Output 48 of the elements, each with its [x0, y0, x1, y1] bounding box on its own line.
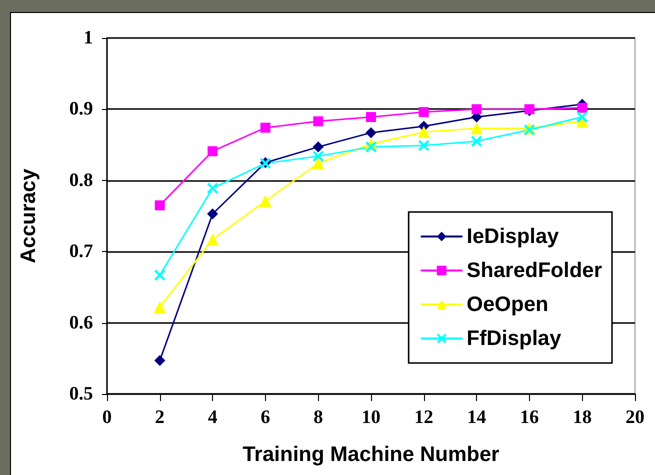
y-tick-label: 0.9	[69, 98, 93, 120]
y-tick-label: 0.7	[69, 241, 94, 262]
y-tick-label: 1	[84, 28, 93, 48]
point	[312, 150, 324, 162]
point	[207, 182, 218, 194]
x-tick-label: 0	[102, 407, 112, 428]
x-tick-label: 14	[467, 407, 487, 428]
y-tick-label: 0.6	[69, 312, 93, 334]
x-tick-label: 2	[155, 407, 165, 428]
x-tick-label: 20	[626, 407, 644, 428]
point	[312, 141, 324, 152]
point	[312, 157, 324, 170]
point	[154, 270, 166, 281]
legend-label: OeOpen	[466, 293, 548, 316]
legend-label: FfDisplay	[466, 327, 562, 350]
point	[207, 208, 218, 220]
point	[154, 301, 166, 314]
x-tick-label: 16	[520, 407, 539, 428]
legend-label: IeDisplay	[466, 225, 560, 248]
point	[366, 141, 376, 152]
point	[366, 112, 376, 122]
point	[576, 112, 588, 123]
x-tick-label: 6	[260, 407, 270, 428]
y-tick-label: 0.8	[69, 170, 93, 191]
x-tick-label: 12	[414, 407, 434, 428]
legend-label: SharedFolder	[466, 259, 602, 282]
point	[154, 355, 166, 366]
point	[260, 122, 270, 133]
point	[206, 233, 219, 246]
y-axis-title: Accuracy	[17, 168, 40, 264]
point	[366, 127, 376, 138]
point	[472, 104, 482, 114]
x-tick-label: 8	[313, 407, 323, 428]
x-tick-label: 4	[208, 407, 218, 428]
point	[418, 126, 430, 138]
point	[577, 102, 588, 113]
y-tick-label: 0.5	[69, 384, 93, 404]
point	[208, 146, 218, 156]
x-tick-label: 10	[362, 407, 380, 428]
point	[154, 200, 165, 210]
point	[418, 107, 429, 118]
point	[470, 122, 483, 134]
point	[471, 136, 482, 147]
x-axis-title: Training Machine Number	[242, 443, 500, 466]
point	[418, 140, 430, 152]
point	[313, 116, 324, 126]
point	[259, 195, 272, 208]
x-tick-label: 18	[572, 407, 592, 428]
